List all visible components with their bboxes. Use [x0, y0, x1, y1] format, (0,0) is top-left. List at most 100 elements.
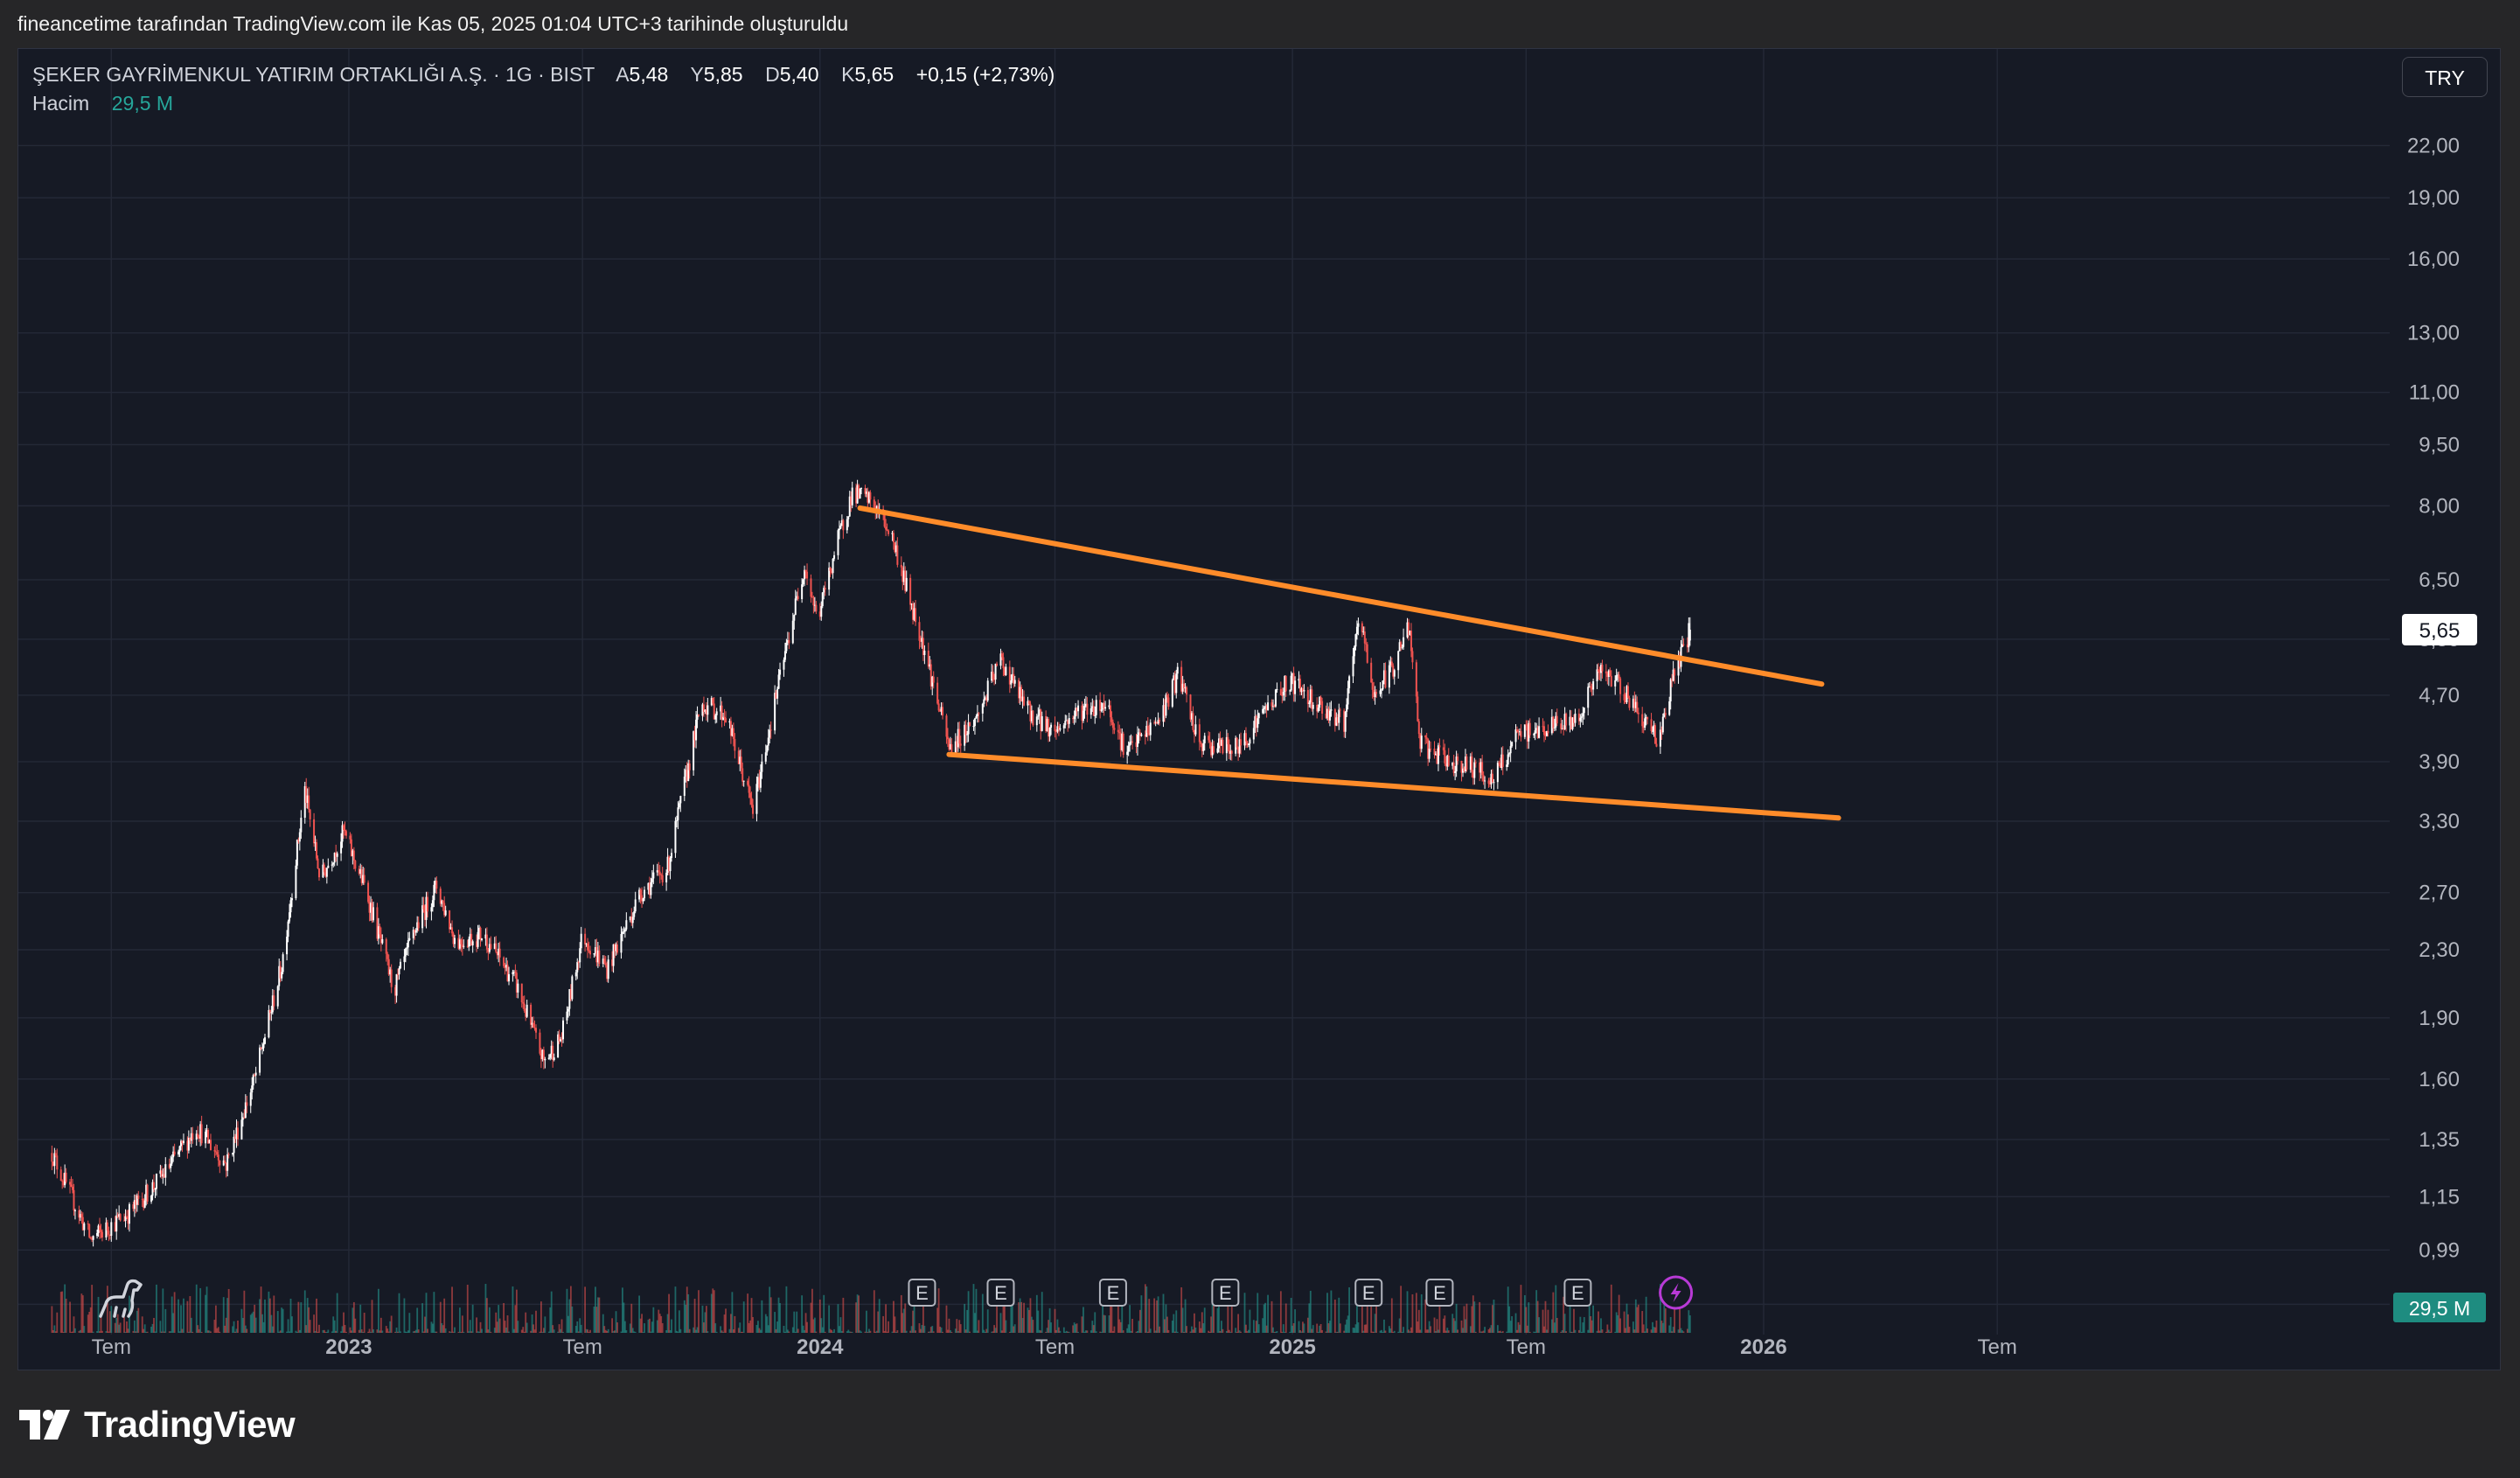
volume-bar [252, 1311, 254, 1333]
volume-bar [629, 1323, 631, 1333]
volume-bar [1384, 1330, 1387, 1333]
earnings-marker[interactable]: E [1211, 1279, 1240, 1307]
candle-body [1309, 689, 1312, 703]
symbol-name[interactable]: ŞEKER GAYRİMENKUL YATIRIM ORTAKLIĞI A.Ş.… [32, 63, 595, 86]
candle-body [1660, 729, 1663, 733]
earnings-marker[interactable]: E [1425, 1279, 1454, 1307]
candle-body [485, 934, 488, 950]
earnings-marker[interactable]: E [986, 1279, 1015, 1307]
candle-body [1544, 735, 1547, 736]
candle-body [350, 839, 352, 856]
volume-bar [972, 1284, 975, 1333]
volume-bar [178, 1331, 181, 1333]
volume-bar [846, 1331, 848, 1333]
volume-bar [969, 1331, 971, 1333]
tradingview-brand[interactable]: TradingView [19, 1403, 296, 1447]
candle-body [1487, 780, 1490, 784]
candle-body [172, 1151, 175, 1158]
candle-body [1175, 673, 1178, 694]
volume-bar [189, 1296, 191, 1333]
candle-body [1173, 675, 1175, 680]
dividend-lightning-icon[interactable] [1659, 1275, 1694, 1310]
volume-bar [1677, 1329, 1680, 1333]
earnings-marker[interactable]: E [1563, 1279, 1592, 1307]
candle-body [1193, 729, 1195, 735]
candle-body [80, 1214, 83, 1217]
dinosaur-icon[interactable] [99, 1279, 143, 1318]
chart-frame[interactable]: E E E E E E E 22,00 19,00 16,00 13,00 11,00 9,50 8,00… [17, 48, 2501, 1370]
candle-body [1526, 724, 1528, 742]
volume-label[interactable]: Hacim [32, 92, 90, 115]
volume-bar [1508, 1306, 1511, 1333]
volume-bar [964, 1303, 966, 1333]
volume-bar [1316, 1323, 1319, 1333]
volume-bar [80, 1293, 83, 1333]
price-chart[interactable]: E E E E E E E22,0019,0016,0013,0011,009,508,00… [18, 49, 2500, 1370]
candle-body [417, 922, 420, 929]
candle-body [143, 1200, 146, 1208]
candle-body [1018, 680, 1020, 699]
candle-body [421, 905, 424, 929]
earnings-marker[interactable]: E [1098, 1279, 1127, 1307]
volume-bar [476, 1317, 477, 1333]
candle-body [860, 487, 863, 489]
candle-body [1598, 671, 1601, 673]
candle-body [1601, 665, 1604, 672]
volume-bar [850, 1331, 853, 1333]
volume-bar [200, 1331, 203, 1333]
volume-bar [1363, 1324, 1366, 1333]
volume-bar [1655, 1320, 1658, 1333]
earnings-marker[interactable]: E [908, 1279, 936, 1307]
candle-body [1528, 722, 1530, 742]
volume-bar [1075, 1324, 1077, 1333]
candle-body [885, 526, 888, 530]
candle-body [812, 597, 815, 606]
price-tick-label: 0,99 [2419, 1238, 2460, 1262]
candle-body [1452, 762, 1455, 773]
volume-bar [1401, 1331, 1403, 1333]
currency-button[interactable]: TRY [2402, 57, 2488, 97]
legend-volume-row: Hacim 29,5 M [32, 89, 1055, 118]
volume-bar [1330, 1290, 1333, 1333]
volume-bar [1252, 1320, 1255, 1333]
volume-bar [233, 1321, 235, 1333]
candle-body [983, 699, 985, 704]
candle-body [1436, 753, 1438, 764]
candle-body [856, 485, 859, 504]
candle-body [252, 1075, 254, 1086]
candle-body [603, 959, 606, 964]
candle-body [557, 1034, 560, 1058]
candle-body [1200, 742, 1202, 744]
candle-body [1247, 743, 1250, 745]
candle-body [110, 1222, 113, 1236]
candle-body [51, 1153, 53, 1162]
candle-body [1243, 733, 1246, 746]
volume-bar [1198, 1321, 1201, 1333]
candle-body [668, 856, 671, 872]
volume-bar [820, 1318, 823, 1333]
volume-bar [1027, 1307, 1029, 1333]
candle-body [1062, 725, 1065, 729]
volume-bar [1076, 1323, 1078, 1333]
volume-bar [1390, 1298, 1393, 1333]
candle-body [336, 853, 338, 857]
volume-bar [860, 1331, 862, 1333]
candle-body [442, 900, 444, 903]
volume-bar [1556, 1317, 1558, 1333]
volume-bar [630, 1303, 633, 1333]
candle-body [1336, 717, 1339, 723]
candle-body [268, 1009, 270, 1038]
volume-bar [703, 1322, 705, 1333]
candle-body [64, 1172, 66, 1186]
candle-body [1353, 646, 1355, 657]
candle-body [959, 743, 962, 746]
earnings-marker[interactable]: E [1354, 1279, 1383, 1307]
candle-body [360, 869, 363, 883]
volume-bar [287, 1319, 289, 1333]
candle-body [1479, 763, 1481, 773]
candle-body [607, 959, 609, 980]
candle-body [666, 856, 669, 873]
candle-body [217, 1154, 219, 1161]
volume-bar [593, 1306, 595, 1333]
volume-bar [118, 1324, 121, 1333]
